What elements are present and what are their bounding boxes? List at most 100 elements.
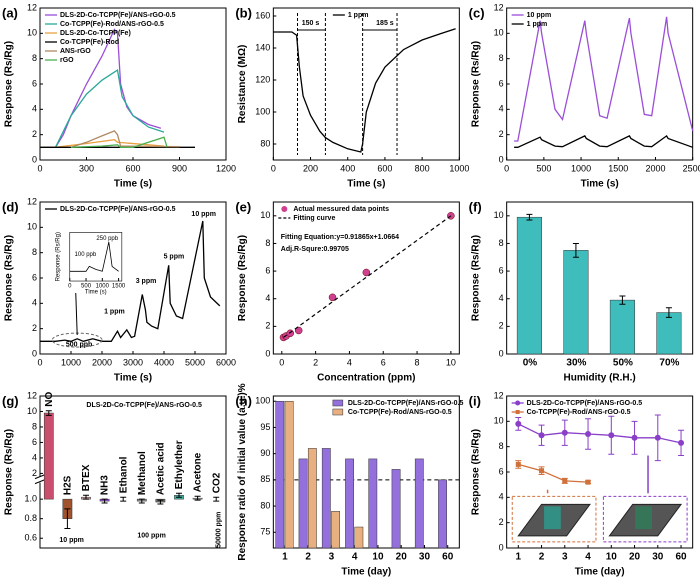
y-tick-label: 0.6 — [24, 533, 37, 543]
annotation: 5 ppm — [164, 254, 185, 261]
x-tick-label: 3000 — [123, 357, 143, 367]
plot-frame — [39, 201, 227, 355]
legend-swatch — [515, 410, 520, 414]
x-tick-label: 0 — [279, 357, 284, 367]
annotation: 100 ppb — [75, 252, 97, 258]
plot-frame — [69, 232, 123, 282]
x-tick-label: 900 — [172, 163, 187, 173]
bar — [516, 216, 542, 355]
y-tick-label: 4 — [499, 492, 504, 502]
annotation: 100 ppm — [137, 533, 165, 540]
x-tick-label: 1000 — [449, 163, 469, 173]
data-point — [539, 468, 545, 474]
y-tick-label: 4 — [499, 293, 504, 303]
error-bar — [83, 494, 89, 500]
data-point — [538, 432, 545, 439]
panel-label: (d) — [2, 199, 19, 214]
series-line — [70, 130, 180, 148]
y-tick-label: 2 — [32, 323, 37, 333]
bar — [414, 458, 424, 549]
x-tick-label: 600 — [377, 163, 392, 173]
data-point — [585, 479, 591, 485]
y-tick-label: 120 — [255, 74, 270, 84]
bar — [656, 312, 682, 355]
x-tick-label: 3 — [562, 552, 568, 563]
y-tick-label: 75 — [260, 527, 270, 537]
y-tick-label: 2 — [499, 129, 504, 139]
x-axis-label: Time (s) — [581, 179, 619, 190]
x-tick-label: 2 — [305, 552, 311, 563]
y-tick-label: 8 — [32, 421, 37, 431]
y-tick-label: 95 — [260, 422, 270, 432]
x-tick-label: 0 — [68, 284, 72, 290]
legend-label: Actual messured data points — [293, 206, 389, 213]
series-line — [40, 69, 165, 148]
legend-label: Co-TCPP(Fe)-Rod/ANS-rGO-0.5 — [348, 409, 452, 416]
error-bar — [572, 242, 579, 258]
annotation: 250 ppb — [96, 236, 118, 242]
y-tick-label: 10 — [260, 210, 270, 220]
y-tick-label: 1.0 — [24, 494, 37, 504]
panel-label: (g) — [2, 393, 19, 408]
x-axis-label: Time (s) — [347, 179, 385, 190]
bar — [307, 448, 317, 549]
y-axis-label: Response (Rs/Rg) — [4, 235, 15, 321]
x-tick-label: 1000 — [96, 284, 110, 290]
y-tick-label: 4 — [32, 104, 37, 114]
x-tick-label: 6000 — [216, 357, 236, 367]
y-tick-label: 0 — [32, 154, 37, 164]
x-tick-label: 50% — [613, 358, 633, 369]
x-axis-label: Time (s) — [114, 373, 152, 384]
series-line — [40, 220, 221, 342]
y-tick-label: 6 — [499, 78, 504, 88]
error-bar — [213, 496, 220, 502]
y-tick-label: 12 — [494, 390, 504, 400]
x-tick-label: 20 — [396, 552, 408, 563]
y-tick-label: 10 — [27, 406, 37, 416]
y-tick-label: 8 — [499, 441, 504, 451]
error-bar — [157, 499, 164, 505]
data-point — [515, 420, 522, 427]
x-tick-label: 300 — [79, 163, 94, 173]
y-tick-label: 8 — [32, 53, 37, 63]
legend-label: DLS-2D-Co-TCPP(Fe)/ANS-rGO-0.5 — [348, 400, 464, 407]
y-tick-label: 6 — [32, 437, 37, 447]
x-tick-label: 1000 — [571, 163, 591, 173]
y-tick-label: 0 — [32, 348, 37, 358]
plot-frame — [272, 395, 460, 549]
y-tick-label: 100 — [255, 106, 270, 116]
axis-break — [34, 479, 46, 485]
bar — [43, 412, 54, 500]
x-tick-label: 5000 — [185, 357, 205, 367]
y-tick-label: 0 — [499, 154, 504, 164]
y-axis-label: Response (Rs/Rg) — [470, 429, 481, 515]
x-tick-label: 500 — [81, 284, 92, 290]
series-line — [69, 242, 119, 272]
data-point — [678, 439, 685, 446]
error-bar — [138, 498, 145, 504]
legend-label: 1 ppm — [527, 21, 548, 28]
bar — [275, 400, 285, 549]
data-point — [561, 429, 568, 436]
annotation: DLS-2D-Co-TCPP(Fe)/ANS-rGO-0.5 — [86, 402, 202, 409]
y-tick-label: 0.8 — [24, 513, 37, 523]
x-tick-label: 8 — [415, 357, 420, 367]
annotation: Fitting Equation:y=0.91865x+1.0664 — [281, 234, 399, 241]
gas-label: CO2 — [211, 472, 222, 493]
gas-label: Acetic acid — [156, 442, 167, 495]
y-tick-label: 80 — [260, 138, 270, 148]
series-line — [40, 28, 162, 148]
gas-label: BTEX — [81, 464, 92, 491]
panel-label: (c) — [469, 5, 485, 20]
x-tick-label: 0% — [523, 358, 538, 369]
legend-label: DLS-2D-Co-TCPP(Fe)/ANS-rGO-0.5 — [60, 206, 176, 213]
data-point — [608, 432, 615, 439]
y-tick-label: 100 — [255, 396, 270, 406]
x-axis-label: Humidity (R.H.) — [564, 373, 636, 384]
x-axis-label: Concentration (ppm) — [317, 373, 415, 384]
series-line — [514, 16, 694, 142]
legend-label: Fitting curve — [293, 215, 335, 222]
x-tick-label: 60 — [442, 552, 454, 563]
legend-label: rGO — [60, 57, 74, 64]
x-tick-label: 3 — [329, 552, 335, 563]
